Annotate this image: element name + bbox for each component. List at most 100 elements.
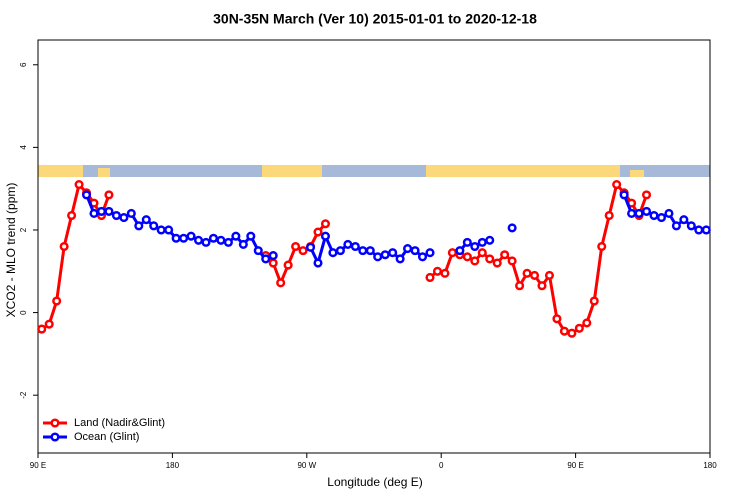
data-point	[81, 190, 92, 200]
data-point	[567, 328, 577, 338]
data-point	[417, 252, 428, 262]
data-point	[544, 270, 555, 280]
data-point	[291, 241, 301, 252]
data-point	[477, 248, 487, 258]
data-point	[462, 252, 472, 262]
data-point	[313, 258, 323, 268]
data-point	[507, 223, 517, 233]
series-line	[429, 181, 648, 335]
data-point	[365, 246, 375, 256]
data-point	[574, 323, 584, 333]
data-point	[470, 241, 480, 252]
surface-strip	[38, 165, 710, 177]
data-point	[701, 225, 711, 235]
data-point	[74, 180, 84, 190]
data-point	[208, 233, 219, 243]
data-point	[529, 270, 540, 280]
data-point	[268, 251, 278, 261]
data-point	[485, 254, 495, 264]
x-tick-label: 180	[166, 461, 180, 470]
data-point	[388, 248, 398, 258]
data-point	[238, 239, 248, 249]
data-point	[552, 314, 562, 324]
data-point	[320, 231, 331, 241]
data-point	[522, 268, 532, 278]
data-point	[179, 233, 189, 243]
y-tick-label: -2	[19, 391, 28, 399]
data-point	[261, 254, 271, 264]
data-point	[515, 281, 525, 291]
data-point	[231, 231, 241, 241]
data-point	[634, 208, 644, 219]
data-point	[664, 208, 674, 219]
y-tick-label: 2	[19, 227, 28, 232]
data-point	[485, 235, 495, 245]
x-axis-label: Longitude (deg E)	[327, 475, 422, 489]
data-point	[186, 231, 196, 241]
data-point	[358, 246, 368, 256]
data-point	[447, 248, 457, 258]
data-point	[432, 266, 443, 276]
data-point	[104, 190, 114, 200]
data-point	[343, 239, 353, 249]
data-point	[335, 246, 345, 256]
data-point	[313, 227, 323, 237]
data-point	[328, 248, 338, 258]
legend-marker	[50, 418, 60, 428]
data-point	[305, 242, 316, 252]
x-tick-label: 0	[439, 461, 444, 470]
data-point	[597, 241, 607, 252]
legend-marker	[50, 432, 60, 442]
data-point	[89, 208, 99, 219]
data-point	[604, 210, 614, 221]
data-point	[320, 219, 331, 229]
data-point	[500, 250, 510, 260]
data-point	[37, 324, 47, 334]
data-point	[59, 241, 69, 252]
data-point	[164, 225, 174, 235]
data-point	[612, 180, 622, 190]
data-point	[149, 221, 159, 231]
data-point	[410, 246, 420, 256]
data-point	[134, 221, 144, 231]
x-tick-label: 90 E	[30, 461, 46, 470]
data-point	[627, 208, 637, 219]
data-point	[582, 318, 592, 328]
data-point	[276, 278, 286, 288]
data-point	[649, 210, 659, 221]
data-point	[246, 231, 256, 241]
data-point	[104, 206, 114, 216]
data-point	[111, 210, 121, 221]
x-tick-label: 90 E	[567, 461, 583, 470]
data-point	[507, 256, 517, 266]
data-point	[686, 221, 696, 231]
data-point	[455, 246, 465, 256]
data-point	[52, 296, 62, 306]
legend-label: Ocean (Glint)	[74, 431, 139, 443]
x-tick-label: 90 W	[297, 461, 316, 470]
data-point	[141, 215, 151, 225]
data-point	[171, 233, 181, 243]
data-point	[492, 258, 502, 268]
legend-label: Land (Nadir&Glint)	[74, 417, 165, 429]
data-point	[44, 319, 54, 329]
data-point	[223, 237, 233, 247]
data-point	[395, 254, 405, 264]
series-line	[85, 194, 274, 261]
data-point	[216, 235, 226, 245]
data-point	[119, 213, 129, 223]
data-point	[253, 246, 263, 256]
series-line	[40, 181, 111, 331]
data-point	[656, 213, 667, 223]
data-point	[298, 246, 308, 256]
data-point	[619, 190, 629, 200]
y-tick-label: 6	[19, 62, 28, 67]
data-point	[589, 296, 599, 306]
data-point	[403, 244, 413, 254]
data-point	[440, 268, 450, 278]
data-point	[537, 281, 547, 291]
data-point	[193, 235, 204, 245]
data-point	[559, 326, 569, 336]
plot-frame	[37, 39, 711, 454]
